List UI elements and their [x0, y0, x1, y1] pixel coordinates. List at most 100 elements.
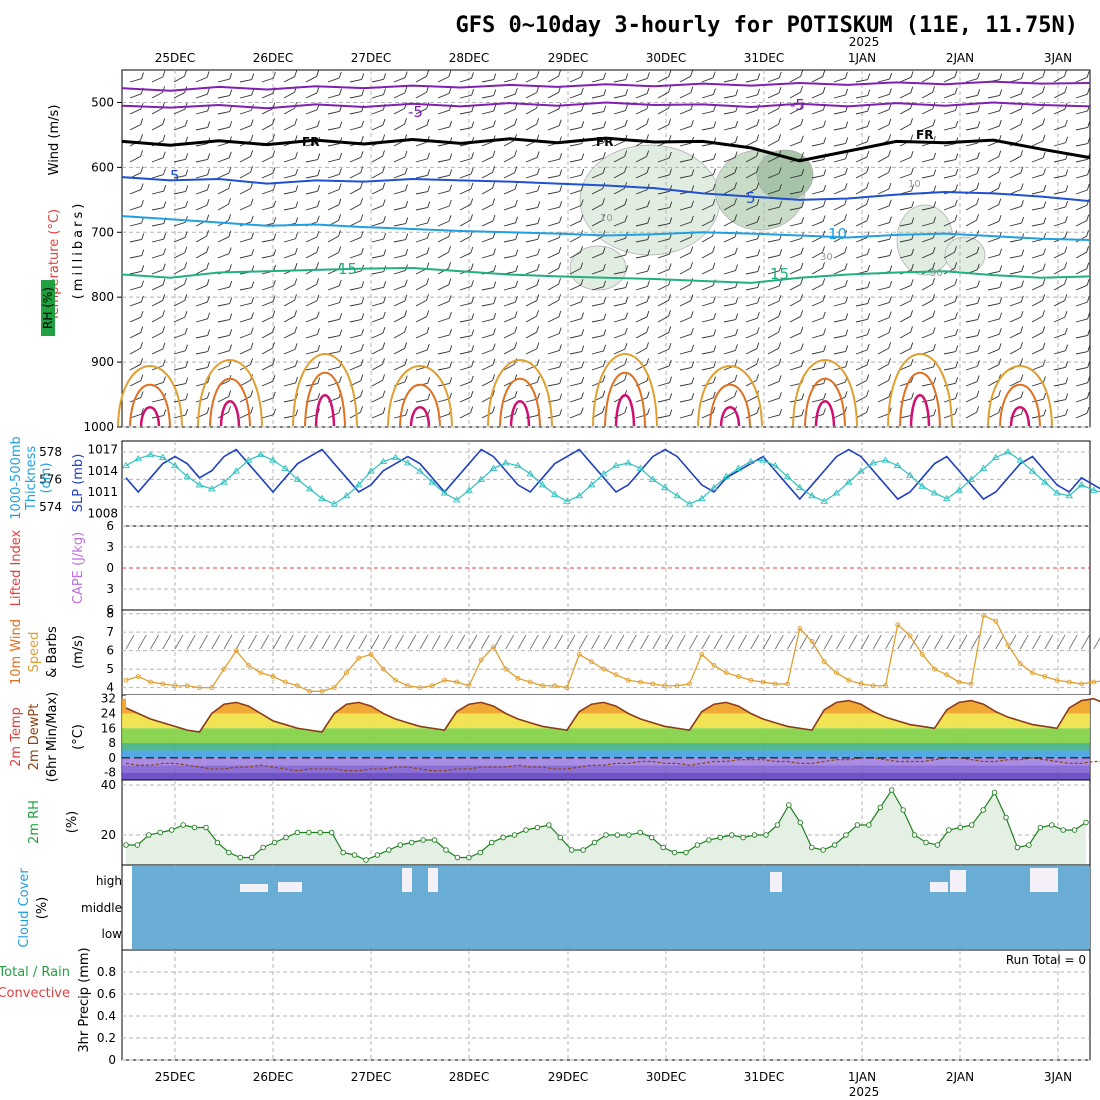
wind-barb-flag: [382, 311, 386, 319]
wind-barb-flag: [1087, 345, 1091, 352]
wind-barb: [1031, 269, 1044, 275]
wind-barb: [525, 315, 537, 323]
wind-barb: [371, 155, 383, 163]
wind-barb: [261, 172, 274, 179]
wind-barb-flag: [1042, 70, 1046, 78]
wind10-point: [429, 683, 435, 689]
wind-barb-flag: [756, 374, 759, 381]
wind-barb: [767, 156, 780, 163]
wind-barb: [1075, 318, 1088, 323]
rh2m-point: [226, 849, 232, 856]
wind-barb: [305, 350, 318, 355]
rh2m-point: [683, 849, 689, 856]
wind10-barb: [297, 634, 306, 650]
wind-barb-flag: [185, 393, 189, 400]
wind-barb: [701, 397, 714, 403]
wind-barb-flag: [228, 151, 232, 158]
thickness-point: [550, 490, 559, 497]
wind-barb-flag: [426, 70, 429, 77]
wind-barb: [437, 251, 449, 259]
wind-barb: [635, 206, 648, 211]
wind-barb: [283, 91, 295, 99]
wind-barb: [525, 92, 537, 99]
wind-barb: [1075, 93, 1088, 99]
wind-barb-flag: [888, 150, 891, 157]
wind-barb: [503, 413, 516, 419]
wind-barb-flag: [272, 280, 276, 287]
wind-barb-flag: [514, 342, 517, 349]
wind-barb: [261, 347, 273, 355]
wind-barb-flag: [712, 183, 716, 190]
cloud-gap: [1030, 868, 1058, 892]
wind-barb: [1075, 174, 1088, 179]
wind-barb-flag: [844, 391, 848, 398]
wind-barb-flag: [206, 246, 209, 253]
warm-contour-outer: [987, 365, 1053, 427]
wind-barb: [1009, 222, 1022, 227]
wind-barb: [679, 316, 692, 323]
wind-barb-flag: [404, 358, 408, 366]
wind-barb: [723, 187, 735, 195]
wind-barb: [349, 220, 361, 227]
wind-barb-flag: [405, 409, 409, 416]
wind-barb: [239, 254, 252, 259]
wind-barb: [613, 287, 626, 291]
wind-barb: [151, 300, 163, 307]
wind10-point: [760, 679, 766, 685]
wind-barb: [723, 411, 735, 419]
rh2m-point: [763, 832, 769, 838]
wind-barb-flag: [910, 310, 914, 317]
wind-barb: [833, 188, 846, 195]
wind-barb: [701, 366, 714, 371]
thickness-point: [612, 461, 620, 469]
wind-barb-flag: [691, 393, 695, 400]
wind10-point: [307, 688, 313, 694]
wind-barb-flag: [228, 230, 232, 237]
wind-barb: [943, 159, 956, 163]
wind-barb: [1031, 124, 1043, 131]
wind-barb-flag: [778, 86, 782, 94]
wind10-point: [184, 683, 190, 689]
wind-barb-flag: [272, 295, 276, 302]
wind-barb-flag: [206, 199, 210, 206]
wind-barb-flag: [471, 152, 474, 159]
wind10-barb: [162, 634, 172, 650]
wind-barb: [767, 347, 779, 355]
wind-barb-flag: [713, 376, 716, 383]
wind-barb: [965, 78, 978, 83]
wind-barb-flag: [273, 217, 277, 224]
wind-barb: [811, 300, 824, 307]
temp2m-tick-label: 8: [108, 736, 116, 750]
wind-barb: [393, 239, 406, 243]
wind10-tick-label: 7: [106, 625, 114, 639]
rh2m-point: [1060, 827, 1066, 833]
wind-barb-flag: [493, 265, 497, 272]
wind-barb-flag: [360, 214, 364, 221]
wind-barb-flag: [449, 184, 452, 191]
thickness-point: [391, 453, 400, 460]
wind-barb: [569, 251, 581, 259]
wind-barb-flag: [426, 326, 430, 334]
wind-barb-flag: [690, 246, 694, 253]
wind-barb-flag: [471, 121, 475, 128]
wind-barb: [393, 364, 406, 371]
wind-barb: [569, 318, 582, 323]
wind-barb: [371, 271, 384, 275]
wind-barb-flag: [889, 72, 893, 80]
wind-barb-flag: [536, 342, 540, 349]
wind-barb-flag: [382, 326, 386, 334]
wind-barb-flag: [1043, 217, 1047, 224]
wind-barb-flag: [339, 296, 342, 303]
rh2m-point: [546, 822, 552, 828]
wind-barb: [195, 318, 208, 323]
wind-barb-flag: [690, 120, 694, 127]
wind10-point: [442, 677, 447, 683]
wind-barb-flag: [889, 280, 893, 288]
wind-barb-flag: [910, 134, 914, 141]
wind-barb-flag: [888, 358, 891, 365]
wind-barb: [503, 396, 516, 403]
wind10-point: [1079, 681, 1084, 687]
wind-barb-flag: [801, 217, 805, 224]
wind-barb-flag: [822, 200, 826, 207]
wind-barb: [349, 334, 362, 339]
